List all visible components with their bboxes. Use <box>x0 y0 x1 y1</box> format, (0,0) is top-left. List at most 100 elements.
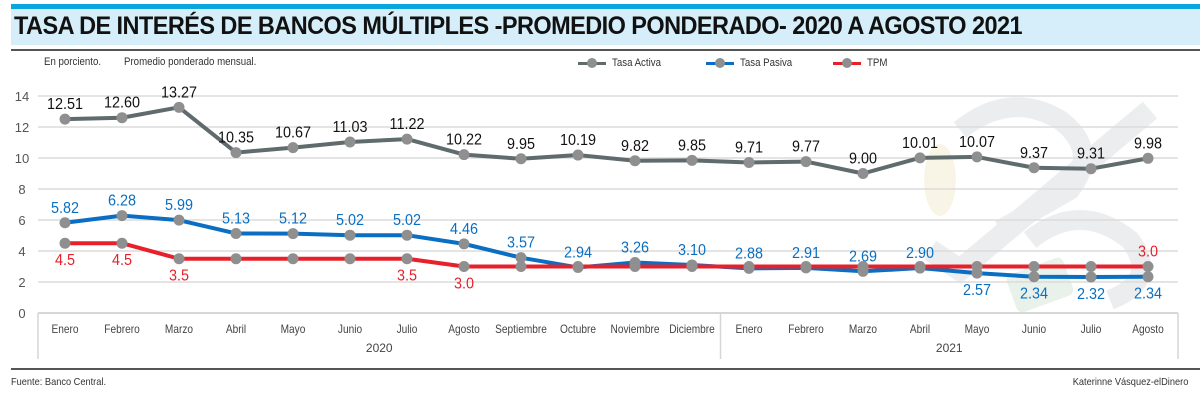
data-label: 12.51 <box>47 95 83 113</box>
data-point <box>515 153 527 165</box>
data-point <box>59 217 71 229</box>
data-label: 2.88 <box>735 245 763 263</box>
y-tick-label: 0 <box>18 306 25 321</box>
series-line-tpm <box>63 241 1150 269</box>
data-point <box>857 168 869 179</box>
data-point <box>971 261 983 272</box>
data-point <box>1142 261 1154 272</box>
data-point <box>401 133 413 145</box>
data-label: 4.5 <box>112 252 132 270</box>
data-point <box>629 155 641 167</box>
units-note: En porciento. <box>44 56 102 68</box>
data-label: 4.46 <box>450 220 478 238</box>
data-point <box>857 261 869 272</box>
data-point <box>287 228 299 240</box>
data-point <box>1085 261 1097 272</box>
data-point <box>1028 261 1040 272</box>
x-tick-label: Diciembre <box>669 323 715 336</box>
data-point <box>743 261 755 272</box>
chart-title: TASA DE INTERÉS DE BANCOS MÚLTIPLES -PRO… <box>14 12 1023 40</box>
data-label: 5.02 <box>336 212 364 230</box>
watermark-logo <box>923 97 1158 313</box>
data-point <box>515 261 527 272</box>
x-tick-label: Enero <box>51 323 78 336</box>
y-tick-label: 4 <box>18 244 25 259</box>
data-label: 4.5 <box>55 252 75 270</box>
data-point <box>515 252 527 264</box>
x-axis-frame <box>37 312 1179 359</box>
data-point <box>1142 152 1154 164</box>
data-label: 3.26 <box>621 239 649 257</box>
legend-swatch-tpm <box>832 57 861 68</box>
data-point <box>686 261 698 272</box>
data-label: 3.10 <box>678 241 706 259</box>
x-tick-label: Enero <box>735 323 762 336</box>
x-axis-labels: Enero Febrero Marzo Abril Mayo Junio Julio Agos… <box>51 323 1163 355</box>
data-label: 12.60 <box>104 94 140 112</box>
data-label: 9.82 <box>621 137 649 155</box>
data-label: 3.5 <box>397 267 417 285</box>
x-tick-label: Febrero <box>788 323 823 336</box>
x-tick-label: Septiembre <box>495 323 547 336</box>
header-divider <box>11 49 1200 51</box>
y-tick-label: 8 <box>18 182 25 197</box>
data-point <box>572 149 584 161</box>
data-point <box>344 229 356 241</box>
data-label: 6.28 <box>108 192 136 210</box>
legend-item-tpm: TPM <box>832 57 890 69</box>
data-label: 3.0 <box>1138 243 1158 261</box>
data-label: 9.77 <box>792 138 820 156</box>
legend-swatch-tasa-pasiva <box>705 57 734 68</box>
data-point <box>401 253 413 265</box>
data-label: 10.01 <box>902 134 938 152</box>
y-tick-label: 2 <box>18 275 25 290</box>
x-tick-label: Junio <box>338 323 362 336</box>
x-tick-label: Abril <box>226 323 246 336</box>
year-label: 2020 <box>366 341 393 355</box>
header-accent-bar <box>11 4 1200 9</box>
x-tick-label: Julio <box>397 323 418 336</box>
data-point <box>914 152 926 164</box>
data-point <box>116 112 128 124</box>
data-label: 3.5 <box>169 267 189 285</box>
data-labels: 12.51 12.60 13.27 10.35 10.67 11.03 11.22 10.22… <box>47 84 1163 304</box>
data-point <box>1142 271 1154 283</box>
x-tick-label: Agosto <box>1132 323 1164 336</box>
data-point <box>59 237 71 249</box>
legend-marker-icon <box>714 57 725 68</box>
data-point <box>173 101 185 113</box>
source-note: Fuente: Banco Central. <box>11 376 107 388</box>
data-point <box>800 156 812 168</box>
data-point <box>116 210 128 222</box>
data-label: 11.22 <box>390 115 425 133</box>
legend-swatch-tasa-activa <box>578 57 606 68</box>
data-point <box>287 142 299 154</box>
data-point <box>629 261 641 272</box>
data-label: 2.34 <box>1134 285 1163 303</box>
data-label: 9.98 <box>1134 135 1162 153</box>
x-tick-label: Febrero <box>104 323 139 336</box>
average-note: Promedio ponderado mensual. <box>124 56 257 68</box>
data-point <box>914 261 926 272</box>
data-label: 10.22 <box>446 131 482 149</box>
data-label: 10.67 <box>275 124 311 142</box>
footer-divider <box>11 368 1200 370</box>
data-point <box>572 261 584 272</box>
x-tick-label: Junio <box>1022 323 1046 336</box>
data-label: 5.82 <box>51 199 79 217</box>
data-point <box>230 227 242 239</box>
year-label: 2021 <box>936 341 963 355</box>
gridlines <box>38 95 1178 283</box>
data-label: 3.57 <box>507 234 535 252</box>
data-point <box>1085 163 1097 175</box>
data-label: 10.19 <box>560 131 596 149</box>
data-point <box>971 151 983 163</box>
data-label: 2.91 <box>792 244 820 262</box>
legend-marker-icon <box>841 57 852 68</box>
data-label: 11.03 <box>333 118 368 136</box>
y-axis-ticks: 0 2 4 6 8 10 12 14 <box>15 89 29 321</box>
x-tick-label: Abril <box>910 323 930 336</box>
x-tick-label: Marzo <box>849 323 877 336</box>
data-label: 9.37 <box>1020 144 1048 162</box>
x-tick-label: Agosto <box>448 323 480 336</box>
